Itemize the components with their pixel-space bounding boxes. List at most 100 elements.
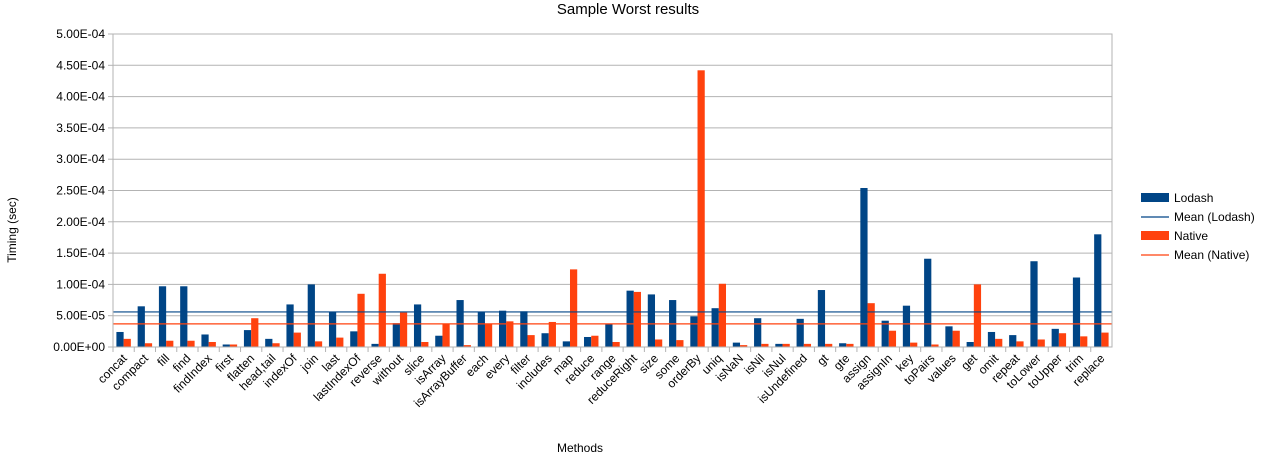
y-tick-label: 2.00E-04 [56,215,105,229]
bar-lodash [796,318,804,347]
bar-native [569,269,578,347]
bar-native [633,291,641,347]
y-tick-label: 1.00E-04 [56,277,105,291]
bar-lodash [435,335,443,347]
bar-native [825,343,833,347]
bar-native [1016,341,1024,347]
bar-native [995,338,1003,347]
legend-swatch [1141,193,1169,202]
bar-lodash [754,318,762,347]
y-tick-label: 5.00E-04 [56,27,105,41]
bar-native [123,338,131,347]
bar-native [336,337,344,347]
bar-native [612,341,620,347]
bar-native [166,340,174,347]
bar-lodash [839,343,847,347]
bar-native [272,343,280,347]
bar-native [910,342,918,347]
bar-lodash [371,343,379,347]
bar-native [973,284,982,347]
y-tick-label: 5.00E-05 [56,309,105,323]
bar-lodash [881,320,889,347]
bar-lodash [1051,328,1059,347]
bar-native [1037,339,1045,347]
legend-swatch [1141,231,1169,240]
bar-lodash [180,286,188,347]
y-tick-label: 4.50E-04 [56,58,105,72]
bar-lodash [711,308,719,347]
bar-native [718,283,727,347]
bar-native [421,341,429,347]
bar-lodash [1030,261,1038,347]
bar-native [803,343,812,347]
y-tick-label: 1.50E-04 [56,246,105,260]
mean-lines [113,311,1112,325]
bar-native [484,324,493,347]
bar-native [314,341,323,347]
x-tick-label: join [297,351,321,375]
y-tick-label: 3.00E-04 [56,152,105,166]
bar-lodash [477,311,485,347]
bar-lodash [392,323,400,347]
bar-lodash [902,305,911,347]
bar-lodash [541,333,549,347]
bar-lodash [116,331,124,347]
x-tick-label: gt [814,351,831,368]
bar-native [740,345,748,347]
bar-native [1080,336,1088,347]
legend: Lodash Mean (Lodash) Native Mean (Native) [1141,191,1255,262]
y-tick-label: 4.00E-04 [56,90,105,104]
bar-lodash [286,304,294,347]
bar-native [1101,332,1109,347]
legend-entry: Mean (Lodash) [1174,210,1255,224]
y-tick-label: 2.50E-04 [56,184,105,198]
bar-native [251,318,259,347]
bar-native [931,344,939,347]
bar-lodash [243,330,252,347]
bar-lodash [307,284,315,347]
bar-native [357,293,365,347]
bar-native [527,335,535,347]
bar-lodash [158,286,167,347]
bar-native [846,343,854,347]
bar-native [888,330,897,347]
bar-native [378,273,386,347]
y-axis-title: Timing (sec) [5,197,19,263]
bar-lodash [584,336,592,347]
bar-lodash [498,310,507,347]
bar-native [293,332,301,347]
bar-native [442,323,450,347]
bar-lodash [328,311,337,347]
bar-lodash [966,341,974,347]
legend-entry: Native [1174,229,1208,243]
bar-native [506,321,514,347]
bar-lodash [520,311,528,347]
x-axis-title: Methods [557,441,603,455]
bar-native [463,345,471,347]
bar-lodash [690,316,698,347]
y-tick-label: 0.00E+00 [53,340,105,354]
bar-native [187,340,195,347]
bar-lodash [987,331,996,347]
bar-lodash [1009,335,1017,347]
bar-native [144,343,153,347]
bar-native [761,343,769,347]
bar-lodash [732,342,741,347]
bar-lodash [562,341,570,347]
bar-native [867,303,875,347]
bar-lodash [860,187,868,347]
chart-title: Sample Worst results [557,1,699,18]
bar-native [591,335,599,347]
bar-native [399,312,408,347]
bar-native [676,340,684,347]
bar-lodash [605,324,613,347]
bar-lodash [413,304,422,347]
bar-lodash [945,326,953,347]
bars [116,70,1109,348]
bar-native [1058,333,1067,347]
bar-lodash [137,306,145,347]
bar-lodash [924,258,932,347]
bar-lodash [647,294,656,347]
